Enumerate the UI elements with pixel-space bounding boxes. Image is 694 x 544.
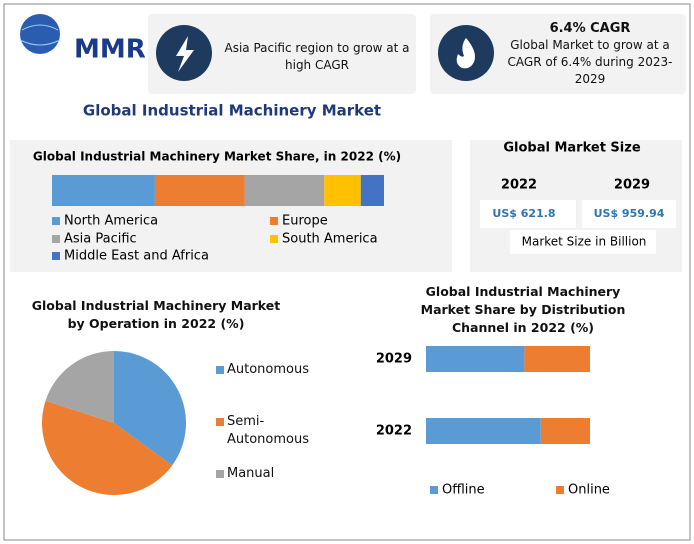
legend-label: Asia Pacific [64, 232, 137, 247]
legend-label: South America [282, 232, 378, 247]
market-unit: Market Size in Billion [522, 235, 647, 249]
y-tick-label: 2022 [376, 424, 412, 439]
legend-label: North America [64, 214, 158, 229]
market-value: US$ 959.94 [594, 207, 665, 220]
bar-segment [524, 346, 590, 372]
legend-label: Manual [227, 466, 275, 481]
year: 2029 [614, 178, 650, 193]
legend-label: Autonomous [227, 362, 310, 377]
legend-label: Semi-Autonomous [227, 414, 310, 447]
legend-swatch [430, 486, 438, 494]
logo-globe [20, 14, 60, 54]
bar-segment [426, 418, 541, 444]
bolt-icon [176, 36, 194, 72]
highlight-box [430, 14, 686, 94]
legend-swatch [52, 252, 60, 260]
bar-segment [426, 346, 525, 372]
legend-swatch [216, 366, 224, 374]
legend-swatch [52, 235, 60, 243]
legend-label: Middle East and Africa [64, 249, 209, 264]
pie-slice [41, 400, 173, 495]
frame [3, 3, 691, 541]
legend-swatch [270, 217, 278, 225]
flame-icon [456, 38, 475, 69]
highlight-text: Global Market to grow at a CAGR of 6.4% … [507, 38, 673, 86]
highlight-box [148, 14, 416, 94]
chart-title: Global Industrial Machinery Market Share… [420, 284, 626, 335]
legend-swatch [52, 217, 60, 225]
highlight-title: 6.4% CAGR [549, 21, 631, 36]
logo-text: MMR [74, 35, 146, 65]
legend-label: Offline [442, 483, 485, 498]
legend-swatch [216, 418, 224, 426]
pie-slice [45, 351, 115, 423]
bar-segment [154, 175, 245, 206]
legend-label: Europe [282, 214, 328, 229]
pie-slice [114, 351, 187, 466]
value-box [480, 200, 576, 228]
legend-swatch [270, 235, 278, 243]
chart-title: Global Industrial Machinery Market Share… [33, 150, 401, 164]
bar-segment [244, 175, 325, 206]
logo-lines [19, 24, 61, 46]
y-tick-label: 2029 [376, 352, 412, 367]
highlight-text: Asia Pacific region to grow at a high CA… [224, 41, 410, 72]
unit-box [510, 230, 656, 254]
bar-segment [540, 418, 590, 444]
bar-segment [52, 175, 155, 206]
legend-label: Online [568, 483, 610, 498]
value-box [582, 200, 676, 228]
legend-swatch [556, 486, 564, 494]
legend-swatch [216, 470, 224, 478]
main-title: Global Industrial Machinery Market [83, 102, 381, 120]
bar-segment [360, 175, 384, 206]
year: 2022 [501, 178, 537, 193]
market-size-title: Global Market Size [503, 141, 640, 156]
market-value: US$ 621.8 [492, 207, 555, 220]
chart-title: Global Industrial Machinery Market by Op… [31, 298, 281, 331]
bar-segment [324, 175, 361, 206]
